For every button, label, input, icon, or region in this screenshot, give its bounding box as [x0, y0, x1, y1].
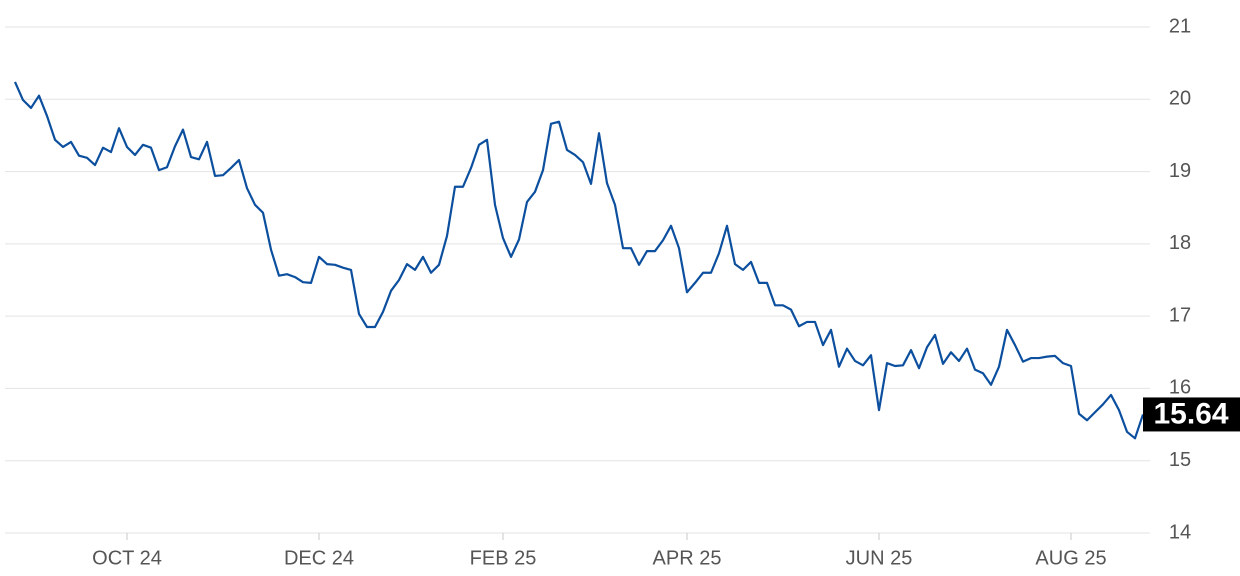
- y-tick-label: 14: [1169, 521, 1191, 543]
- y-tick-label: 19: [1169, 160, 1191, 182]
- y-tick-label: 21: [1169, 15, 1191, 37]
- y-tick-label: 15: [1169, 449, 1191, 471]
- y-tick-label: 16: [1169, 377, 1191, 399]
- last-value-label: 15.64: [1153, 397, 1228, 430]
- x-tick-label: JUN 25: [846, 547, 913, 569]
- y-tick-label: 17: [1169, 304, 1191, 326]
- x-tick-label: OCT 24: [92, 547, 162, 569]
- x-tick-label: FEB 25: [470, 547, 537, 569]
- y-tick-label: 20: [1169, 88, 1191, 110]
- last-value-badge: [1143, 397, 1240, 432]
- x-tick-label: DEC 24: [284, 547, 354, 569]
- y-tick-label: 18: [1169, 232, 1191, 254]
- x-tick-label: AUG 25: [1035, 547, 1106, 569]
- x-tick-label: APR 25: [653, 547, 722, 569]
- price-line: [13, 81, 1145, 440]
